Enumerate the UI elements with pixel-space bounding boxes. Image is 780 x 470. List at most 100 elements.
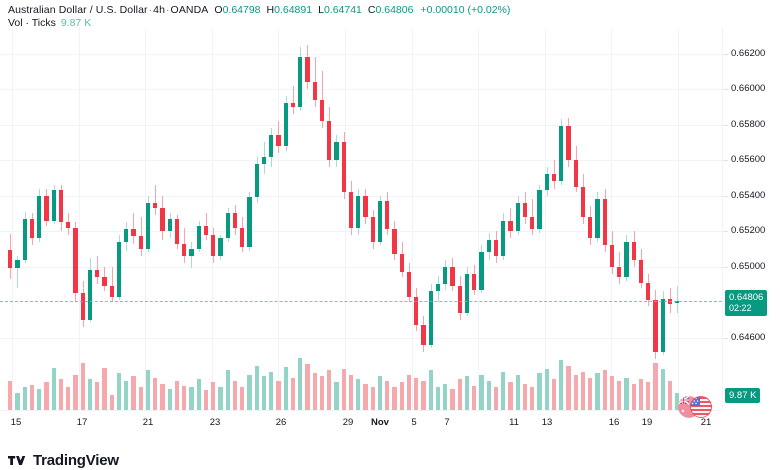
volume-bar	[566, 365, 571, 410]
volume-bar	[653, 362, 658, 410]
candle-body	[414, 296, 419, 326]
volume-value-badge[interactable]: 9.87 K	[725, 388, 761, 403]
price-tick-label: 0.65400	[731, 189, 766, 201]
candle-body	[232, 213, 238, 228]
current-price-badge[interactable]: 0.64806 02:22	[725, 290, 768, 317]
candle-body	[298, 57, 303, 107]
legend-symbol-row[interactable]: Australian Dollar / U.S. Dollar·4h·OANDA…	[8, 4, 510, 17]
ohlc-open-key: O	[214, 4, 223, 16]
volume-bar	[269, 371, 274, 410]
candle-body	[102, 277, 107, 287]
ohlc-low-key: L	[318, 4, 324, 16]
time-tick-label: 23	[209, 417, 221, 428]
gridline-vertical	[12, 28, 13, 410]
candle-body	[109, 286, 114, 297]
volume-bar	[638, 379, 644, 410]
candle-body	[254, 163, 259, 198]
candle-body	[261, 156, 267, 164]
candle-body	[653, 300, 658, 352]
volume-bar	[160, 384, 165, 410]
candle-body	[73, 227, 78, 294]
gridline-vertical	[544, 28, 546, 410]
volume-bar	[196, 379, 201, 410]
volume-bar	[290, 377, 296, 410]
price-axis[interactable]: 0.66200 0.66000 0.65800 0.65600 0.65400 0.652…	[722, 28, 780, 410]
candle-body	[341, 142, 346, 193]
volume-bar	[109, 394, 114, 410]
candle-body	[537, 190, 542, 230]
volume-bar	[537, 373, 542, 410]
candle-body	[290, 103, 296, 107]
ohlc-low-value: 0.64741	[323, 4, 362, 16]
time-tick-label: 26	[275, 417, 287, 428]
symbol-name[interactable]: Australian Dollar / U.S. Dollar	[8, 4, 148, 16]
legend-volume-row[interactable]: Vol · Ticks 9.87 K	[8, 17, 510, 30]
gridline-horizontal	[0, 53, 722, 55]
volume-bar	[385, 380, 390, 410]
candle-body	[51, 190, 56, 221]
volume-bar	[73, 374, 78, 410]
volume-bar	[472, 385, 477, 410]
volume-bar	[66, 387, 71, 410]
candle-body	[283, 103, 288, 146]
exchange-name[interactable]: OANDA	[170, 4, 209, 16]
candle-body	[501, 220, 506, 256]
volume-bar	[102, 367, 107, 410]
volume-bar	[189, 387, 194, 410]
candle-body	[44, 195, 49, 221]
candle-body	[551, 174, 557, 182]
candle-body	[189, 248, 194, 256]
volume-bar	[675, 393, 680, 410]
volume-bar	[247, 374, 252, 410]
candle-body	[559, 126, 564, 182]
volume-bar	[182, 385, 187, 410]
candle-body	[472, 273, 477, 290]
volume-bar	[218, 387, 223, 410]
price-tick-label: 0.65000	[731, 260, 766, 272]
candle-body	[595, 199, 600, 239]
chart-pane[interactable]	[0, 28, 722, 410]
gridline-vertical	[478, 28, 480, 410]
candle-body	[370, 216, 375, 242]
volume-bar	[211, 382, 216, 410]
candle-body	[479, 252, 484, 290]
gridline-horizontal	[0, 337, 722, 339]
ohlc-close-key: C	[367, 4, 376, 16]
volume-bar	[617, 380, 622, 410]
chart-interval[interactable]: 4h	[153, 4, 166, 16]
volume-bar	[283, 367, 288, 410]
candle-body	[167, 218, 172, 232]
gridline-horizontal	[0, 266, 722, 268]
volume-bar	[551, 379, 557, 410]
volume-bar	[232, 380, 238, 410]
candle-body	[602, 199, 607, 246]
ohlc-high: H0.64891	[267, 4, 313, 16]
candle-body	[428, 291, 433, 345]
candle-body	[385, 201, 390, 230]
volume-bar	[305, 364, 310, 410]
volume-bar	[153, 377, 158, 410]
gridline-vertical	[678, 28, 679, 410]
candle-body	[174, 218, 180, 244]
candle-body	[312, 82, 317, 100]
price-tick-label: 0.66000	[731, 83, 766, 95]
candle-wick	[111, 266, 113, 303]
candle-body	[486, 240, 491, 253]
ohlc-close: C0.64806	[368, 4, 414, 16]
time-tick-label: 15	[10, 417, 22, 428]
time-tick-label: 13	[541, 417, 553, 428]
candle-body	[138, 236, 143, 249]
candle-body	[29, 218, 35, 239]
candle-body	[660, 298, 665, 352]
legend-separator-2: ·	[166, 4, 170, 16]
volume-bar	[363, 384, 368, 410]
candle-body	[247, 197, 252, 248]
volume-bar	[22, 387, 27, 410]
candle-body	[508, 220, 513, 232]
candle-body	[319, 99, 325, 122]
volume-bar	[276, 380, 281, 410]
price-tick-dash	[723, 266, 728, 268]
candle-wick	[155, 185, 157, 216]
time-axis[interactable]: 15 17 21 23 26 29 Nov 5 7 11 13 16 19 21	[0, 410, 722, 434]
